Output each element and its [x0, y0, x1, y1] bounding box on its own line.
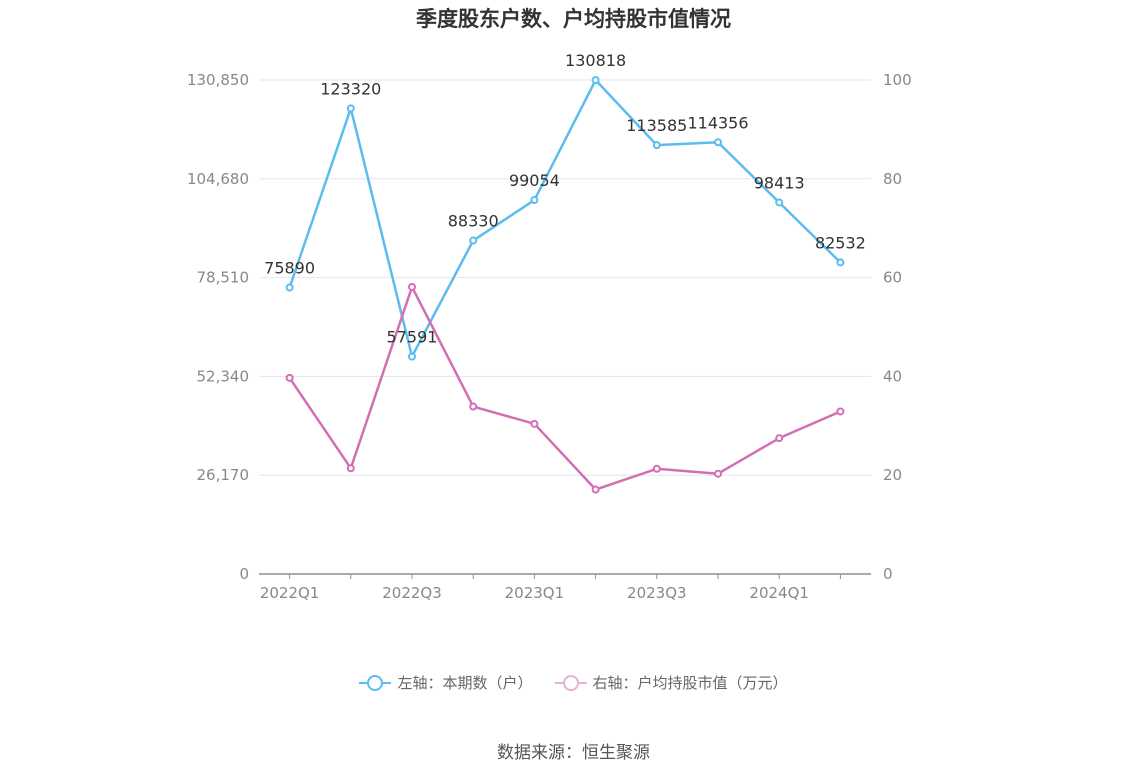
data-point-right — [469, 402, 478, 411]
left-tick-label: 52,340 — [197, 367, 250, 385]
left-tick-label: 78,510 — [197, 269, 250, 287]
data-labels: 75890 123320 57591 88330 99054 130818 113585 11… — [264, 51, 866, 346]
data-point-left — [469, 236, 478, 245]
data-label: 99054 — [509, 171, 560, 190]
data-label: 57591 — [387, 328, 438, 347]
left-tick-label: 104,680 — [187, 170, 249, 188]
data-point-left — [836, 258, 845, 267]
data-point-left — [775, 198, 784, 207]
data-point-left — [285, 283, 294, 292]
data-point-right — [652, 464, 661, 473]
data-label: 113585 — [626, 116, 687, 135]
x-tick-label: 2023Q1 — [505, 584, 565, 602]
data-label: 98413 — [754, 173, 805, 192]
data-source: 数据来源：恒生聚源 — [497, 743, 650, 763]
chart-title: 季度股东户数、户均持股市值情况 — [416, 7, 731, 31]
data-point-right — [346, 464, 355, 473]
left-tick-label: 0 — [239, 565, 249, 583]
legend-label-left: 左轴：本期数（户） — [397, 674, 533, 692]
series-line-right — [288, 285, 841, 491]
x-tick-label: 2022Q3 — [382, 584, 442, 602]
right-tick-label: 60 — [883, 269, 902, 287]
data-point-right — [714, 469, 722, 478]
legend-swatch-right-icon — [554, 674, 587, 691]
data-point-right — [408, 282, 416, 291]
x-axis: 2022Q1 2022Q3 2023Q1 2023Q3 2024Q1 — [259, 573, 871, 602]
legend: 左轴：本期数（户） 右轴：户均持股市值（万元） — [0, 672, 1147, 693]
legend-item-right[interactable]: 右轴：户均持股市值（万元） — [554, 672, 788, 693]
right-tick-label: 40 — [883, 367, 902, 385]
data-point-right — [775, 434, 784, 443]
right-y-axis: 0 20 40 60 80 100 — [883, 71, 912, 583]
data-point-left — [591, 76, 600, 85]
chart-plot: 0 26,170 52,340 78,510 104,680 130,850 0 20 40 6… — [187, 51, 912, 602]
data-point-right — [836, 407, 845, 416]
data-label: 88330 — [448, 212, 499, 231]
left-tick-label: 26,170 — [197, 466, 250, 484]
right-tick-label: 20 — [883, 466, 902, 484]
left-tick-label: 130,850 — [187, 71, 249, 89]
series-line-left — [288, 78, 842, 358]
data-point-right — [530, 419, 539, 428]
left-y-axis: 0 26,170 52,340 78,510 104,680 130,850 — [187, 71, 249, 583]
grid-lines — [259, 79, 871, 476]
data-point-left — [714, 138, 722, 147]
legend-swatch-left-icon — [359, 674, 392, 691]
right-tick-label: 80 — [883, 170, 902, 188]
data-point-left — [652, 141, 661, 150]
right-tick-label: 100 — [883, 71, 912, 89]
x-tick-label: 2024Q1 — [749, 584, 809, 602]
data-label: 82532 — [815, 233, 866, 252]
legend-label-right: 右轴：户均持股市值（万元） — [592, 674, 788, 692]
data-point-left — [408, 352, 416, 361]
x-tick-label: 2023Q3 — [627, 584, 687, 602]
data-label: 114356 — [687, 113, 748, 132]
data-point-left — [530, 196, 539, 205]
data-label: 123320 — [320, 79, 381, 98]
data-label: 75890 — [264, 258, 315, 277]
legend-item-left[interactable]: 左轴：本期数（户） — [359, 672, 533, 693]
x-tick-label: 2022Q1 — [260, 584, 320, 602]
data-point-right — [285, 373, 294, 382]
right-tick-label: 0 — [883, 565, 893, 583]
data-label: 130818 — [565, 51, 626, 70]
data-point-right — [591, 485, 600, 494]
data-point-left — [346, 104, 355, 113]
series-lines — [285, 76, 845, 494]
